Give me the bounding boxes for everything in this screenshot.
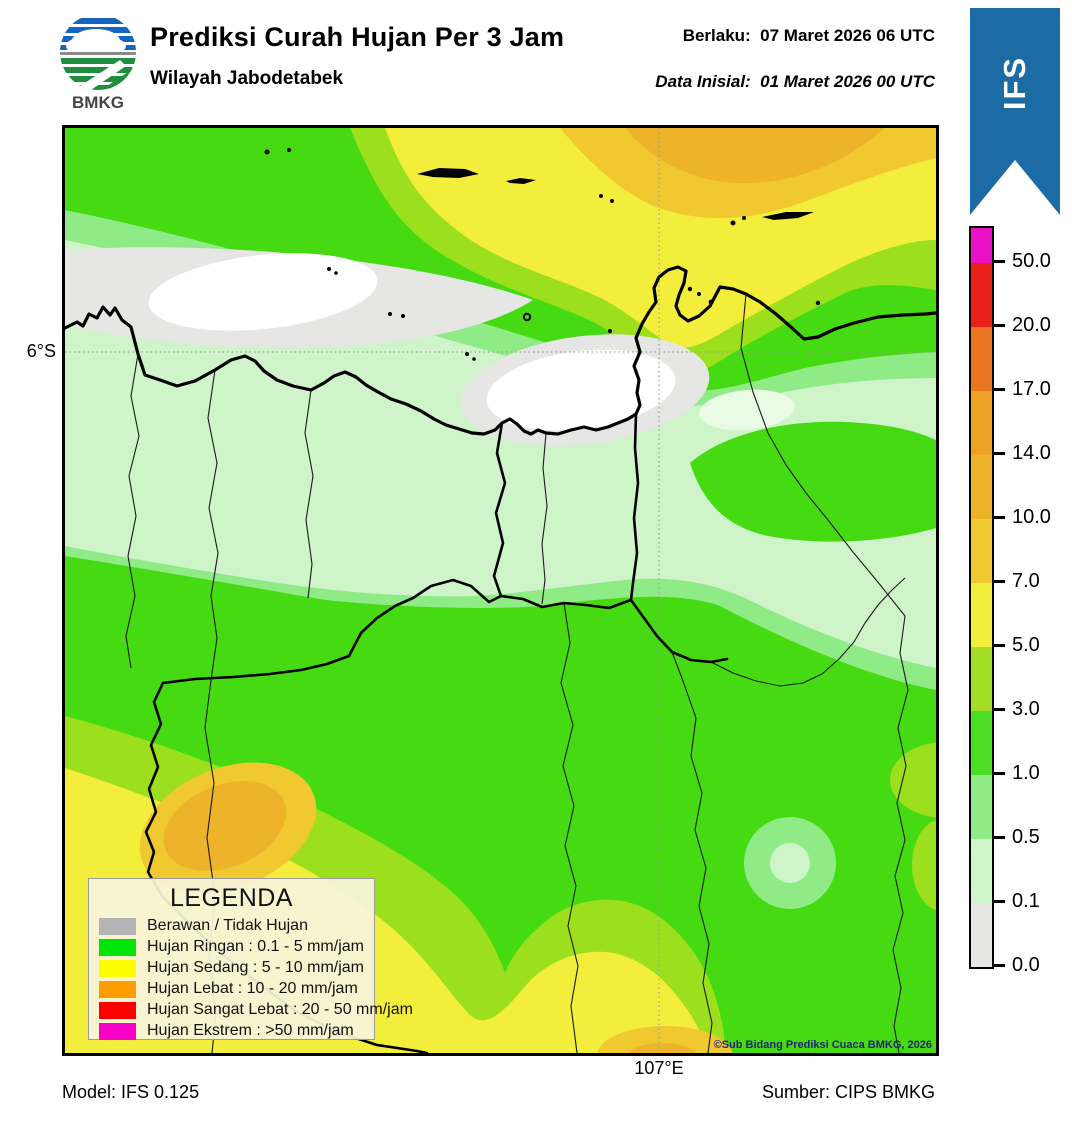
latitude-label: 6°S bbox=[26, 341, 56, 361]
legend-item-label: Hujan Sangat Lebat : 20 - 50 mm/jam bbox=[147, 1001, 413, 1018]
colorbar-tick bbox=[992, 452, 1005, 455]
bmkg-logo-graphic: BMKG bbox=[60, 14, 136, 112]
page-subtitle: Wilayah Jabodetabek bbox=[150, 68, 344, 89]
colorbar-tick-label: 1.0 bbox=[1012, 762, 1040, 784]
colorbar-tick-label: 0.0 bbox=[1012, 954, 1040, 976]
model-ribbon bbox=[970, 8, 1060, 215]
bmkg-logo: BMKG bbox=[48, 8, 148, 112]
legend-item-label: Hujan Lebat : 10 - 20 mm/jam bbox=[147, 980, 358, 997]
colorbar-segment bbox=[971, 228, 992, 263]
legend-swatch bbox=[99, 980, 136, 998]
longitude-label: 107°E bbox=[634, 1058, 684, 1078]
rainfall-contours bbox=[65, 128, 936, 1053]
ribbon-shape bbox=[970, 8, 1060, 215]
colorbar-segment bbox=[971, 263, 992, 327]
colorbar-tick-label: 0.5 bbox=[1012, 826, 1040, 848]
page-title: Prediksi Curah Hujan Per 3 Jam bbox=[150, 22, 565, 52]
legend-item: Berawan / Tidak Hujan bbox=[99, 917, 364, 935]
admin-boundaries-thin bbox=[125, 293, 909, 1053]
coastline bbox=[65, 265, 936, 436]
legend-item: Hujan Sangat Lebat : 20 - 50 mm/jam bbox=[99, 1001, 413, 1019]
colorbar-tick bbox=[992, 772, 1005, 775]
colorbar-tick bbox=[992, 900, 1005, 903]
colorbar-segment bbox=[971, 711, 992, 775]
islands bbox=[264, 148, 821, 361]
colorbar-tick-label: 5.0 bbox=[1012, 634, 1040, 656]
legend-swatch bbox=[99, 1001, 136, 1019]
colorbar-tick bbox=[992, 516, 1005, 519]
legend-item: Hujan Sedang : 5 - 10 mm/jam bbox=[99, 959, 364, 977]
legend-swatch bbox=[99, 938, 136, 956]
graticule-gridlines bbox=[65, 128, 936, 1053]
colorbar-segment bbox=[971, 327, 992, 391]
colorbar-tick bbox=[992, 324, 1005, 327]
colorbar-segment bbox=[971, 839, 992, 903]
valid-time-line: Berlaku: 07 Maret 2026 06 UTC bbox=[682, 26, 935, 45]
legend-rows: Berawan / Tidak Hujan Hujan Ringan : 0.1 … bbox=[99, 917, 413, 1040]
colorbar-segment bbox=[971, 455, 992, 519]
colorbar-tick bbox=[992, 580, 1005, 583]
legend-item-label: Hujan Sedang : 5 - 10 mm/jam bbox=[147, 959, 364, 976]
bmkg-logo-text: BMKG bbox=[72, 93, 124, 112]
colorbar-segment bbox=[971, 583, 992, 647]
legend-item: Hujan Lebat : 10 - 20 mm/jam bbox=[99, 980, 364, 998]
colorbar-tick-label: 0.1 bbox=[1012, 890, 1040, 912]
ribbon-label: IFS bbox=[997, 55, 1032, 111]
legend-title: LEGENDA bbox=[170, 884, 293, 912]
map-copyright: ©Sub Bidang Prediksi Cuaca BMKG, 2026 bbox=[713, 1039, 932, 1051]
colorbar-tick bbox=[992, 708, 1005, 711]
colorbar-segment bbox=[971, 519, 992, 583]
legend-item: Hujan Ekstrem : >50 mm/jam bbox=[99, 1022, 364, 1040]
legend-box: LEGENDA Berawan / Tidak Hujan Hujan Ringa… bbox=[88, 878, 413, 1040]
colorbar-segment bbox=[971, 775, 992, 839]
colorbar-tick bbox=[992, 260, 1005, 263]
legend-item-label: Hujan Ringan : 0.1 - 5 mm/jam bbox=[147, 938, 364, 955]
legend-item-label: Berawan / Tidak Hujan bbox=[147, 917, 308, 934]
colorbar-tick-label: 20.0 bbox=[1012, 314, 1051, 336]
footer-source: Sumber: CIPS BMKG bbox=[761, 1082, 935, 1102]
colorbar-segment bbox=[971, 391, 992, 455]
colorbar-tick-label: 17.0 bbox=[1012, 378, 1051, 400]
legend-swatch bbox=[99, 1022, 136, 1040]
colorbar-tick-label: 50.0 bbox=[1012, 250, 1051, 272]
legend-swatch bbox=[99, 917, 136, 935]
colorbar-segment bbox=[971, 647, 992, 711]
legend-swatch bbox=[99, 959, 136, 977]
init-time-line: Data Inisial: 01 Maret 2026 00 UTC bbox=[655, 72, 935, 91]
legend-item: Hujan Ringan : 0.1 - 5 mm/jam bbox=[99, 938, 364, 956]
colorbar-tick bbox=[992, 836, 1005, 839]
colorbar-tick bbox=[992, 388, 1005, 391]
colorbar-tick-label: 14.0 bbox=[1012, 442, 1051, 464]
colorbar-tick-label: 3.0 bbox=[1012, 698, 1040, 720]
colorbar bbox=[969, 226, 994, 969]
legend-item-label: Hujan Ekstrem : >50 mm/jam bbox=[147, 1022, 354, 1039]
colorbar-tick bbox=[992, 644, 1005, 647]
header-meta: Berlaku: 07 Maret 2026 06 UTC Data Inisi… bbox=[560, 26, 935, 92]
colorbar-tick bbox=[992, 964, 1005, 967]
footer-model: Model: IFS 0.125 bbox=[62, 1082, 200, 1102]
colorbar-tick-label: 7.0 bbox=[1012, 570, 1040, 592]
colorbar-segment bbox=[971, 903, 992, 967]
colorbar-tick-label: 10.0 bbox=[1012, 506, 1051, 528]
